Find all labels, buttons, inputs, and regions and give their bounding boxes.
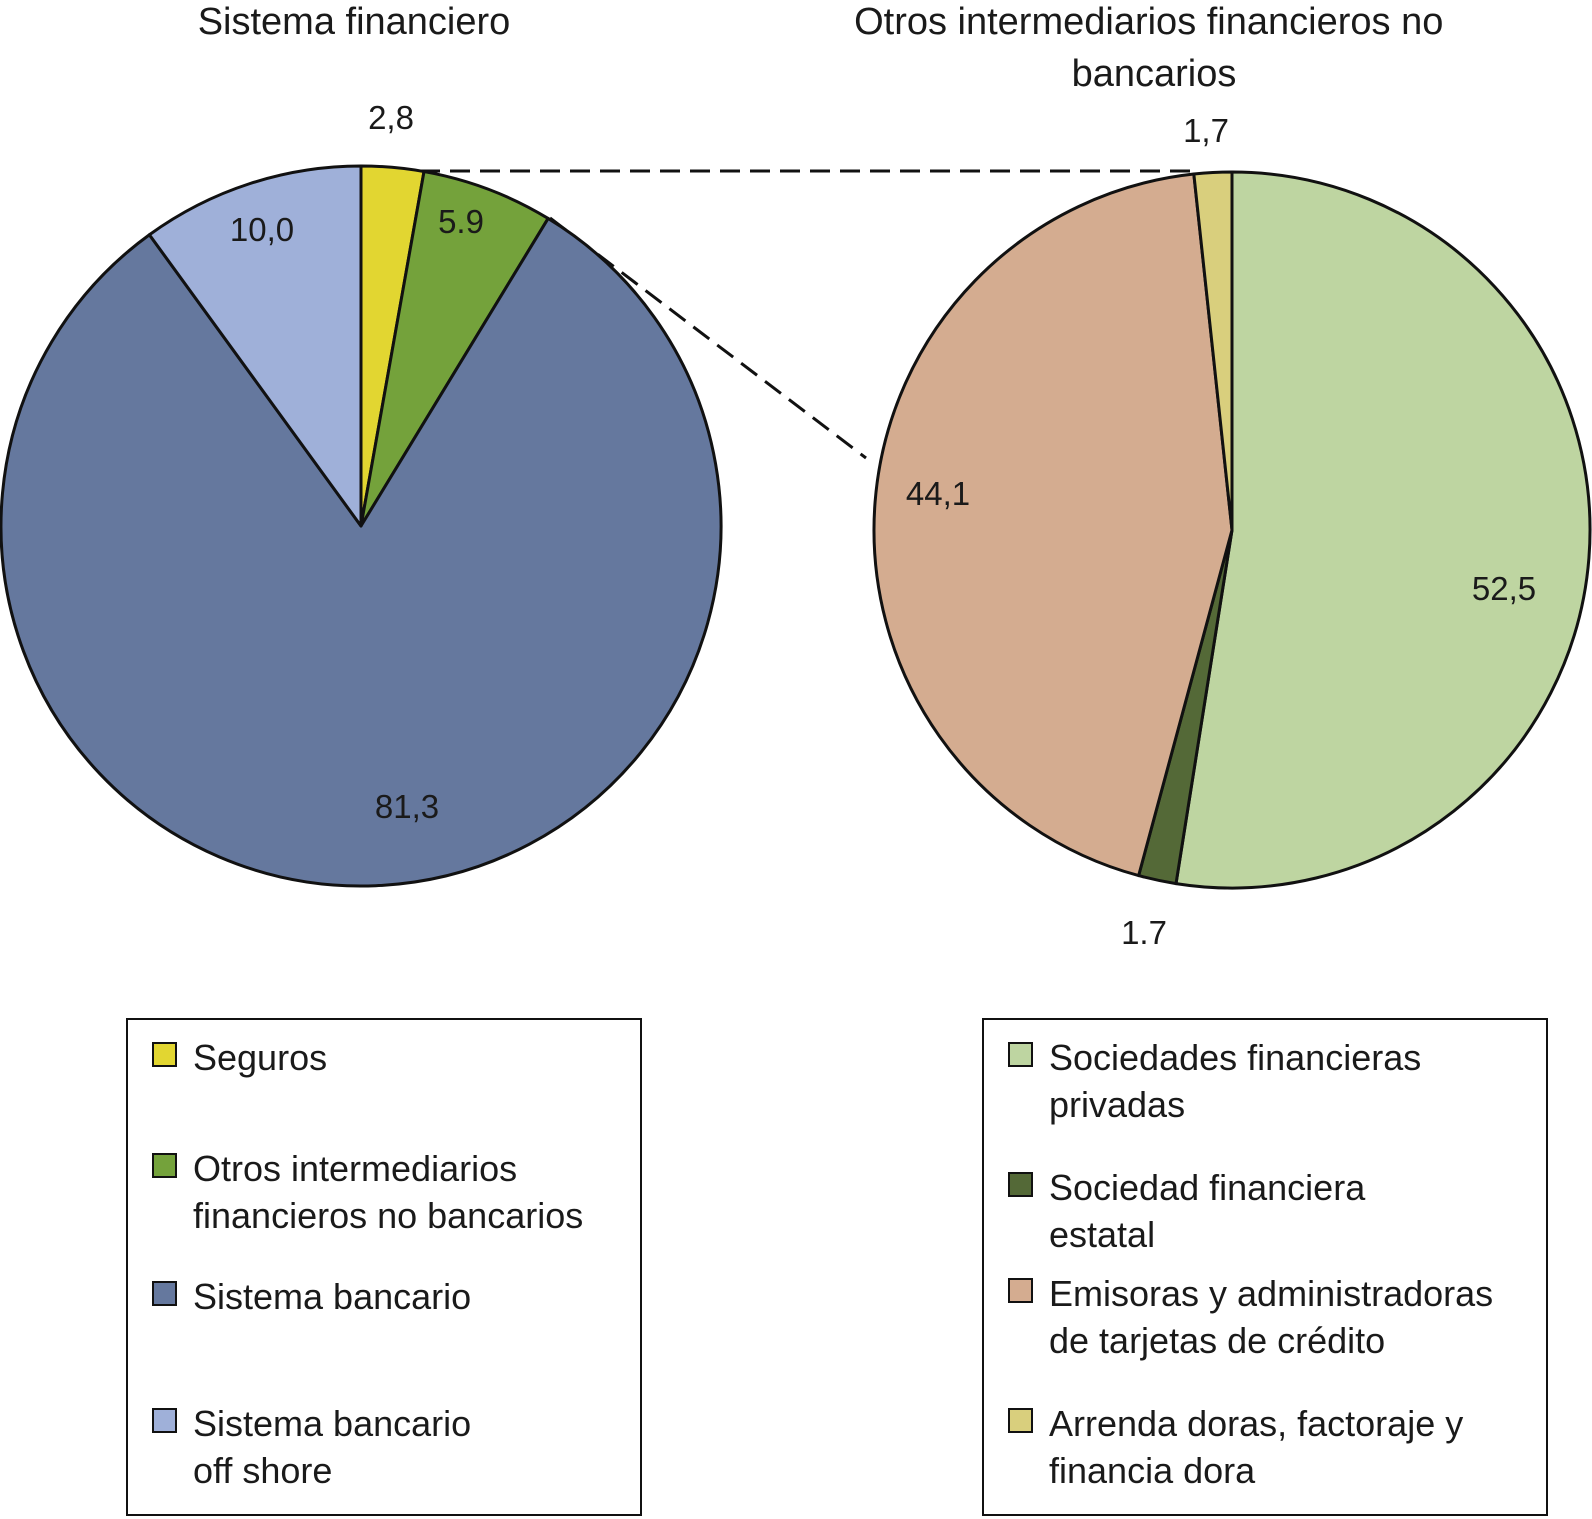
legend-label: Sistema bancario off shore: [193, 1403, 472, 1491]
left-legend-item-sistema-bancario: Sistema bancario: [152, 1273, 471, 1320]
legend-label: Sociedad financiera estatal: [1049, 1167, 1366, 1255]
right-pie-slice-sociedades-financieras-privadas: [1174, 170, 1592, 890]
right-data-label-sociedad-financiera-estatal: 1.7: [1121, 914, 1167, 951]
legend-swatch: [1008, 1408, 1033, 1433]
legend-swatch: [152, 1153, 177, 1178]
left-legend-item-otros-intermediarios-financieros-no-bancarios: Otros intermediarios financieros no banc…: [152, 1145, 583, 1239]
legend-label: Arrenda doras, factoraje y financia dora: [1049, 1403, 1464, 1491]
left-pie-title: Sistema financiero: [198, 1, 511, 43]
left-data-label-otros-intermediarios-financieros-no-bancarios: 5.9: [438, 203, 484, 240]
legend-swatch: [1008, 1278, 1033, 1303]
right-legend-item-arrenda-doras-factoraje-y-financia-dora: Arrenda doras, factoraje y financia dora: [1008, 1400, 1463, 1494]
left-legend: Seguros Otros intermediarios financieros …: [126, 1018, 642, 1516]
right-pie-title: Otros intermediarios financieros no banc…: [854, 1, 1454, 95]
legend-label: Sistema bancario: [193, 1276, 472, 1317]
right-pie-slice-emisoras-y-administradoras-de-tarjetas-de-credito: [872, 172, 1234, 878]
right-legend: Sociedades financieras privadas Sociedad …: [982, 1018, 1548, 1516]
left-legend-item-sistema-bancario-off-shore: Sistema bancario off shore: [152, 1400, 471, 1494]
right-legend-item-sociedades-financieras-privadas: Sociedades financieras privadas: [1008, 1034, 1421, 1128]
left-pie-slice-otros-intermediarios-financieros-no-bancarios: [359, 170, 550, 528]
legend-swatch: [152, 1408, 177, 1433]
legend-label: Sociedades financieras privadas: [1049, 1037, 1422, 1125]
left-data-label-sistema-bancario: 81,3: [375, 788, 439, 825]
right-pie-slice-arrenda-doras-factoraje-y-financia-dora: [1192, 170, 1234, 532]
left-pie: [0, 164, 723, 888]
right-data-label-arrenda-doras-factoraje-y-financia-dora: 1,7: [1183, 112, 1229, 149]
left-pie-slice-sistema-bancario-off-shore: [147, 164, 363, 528]
legend-swatch: [152, 1281, 177, 1306]
left-data-label-seguros: 2,8: [368, 99, 414, 136]
right-pie: [872, 170, 1592, 890]
right-data-label-emisoras-y-administradoras-de-tarjetas-de-credito: 44,1: [906, 475, 970, 512]
legend-swatch: [1008, 1172, 1033, 1197]
left-pie-slice-sistema-bancario: [0, 216, 723, 888]
right-legend-item-sociedad-financiera-estatal: Sociedad financiera estatal: [1008, 1164, 1365, 1258]
legend-swatch: [152, 1042, 177, 1067]
data-labels: 2,8 5.9 81,3 10,0 52,5 1.7 44,1 1,7: [230, 99, 1536, 951]
left-legend-item-seguros: Seguros: [152, 1034, 327, 1081]
legend-label: Otros intermediarios financieros no banc…: [193, 1148, 584, 1236]
legend-label: Emisoras y administradoras de tarjetas d…: [1049, 1273, 1494, 1361]
legend-label: Seguros: [193, 1037, 328, 1078]
legend-swatch: [1008, 1042, 1033, 1067]
right-legend-item-emisoras-y-administradoras-de-tarjetas-de-credito: Emisoras y administradoras de tarjetas d…: [1008, 1270, 1493, 1364]
right-data-label-sociedades-financieras-privadas: 52,5: [1472, 570, 1536, 607]
left-data-label-sistema-bancario-off-shore: 10,0: [230, 211, 294, 248]
